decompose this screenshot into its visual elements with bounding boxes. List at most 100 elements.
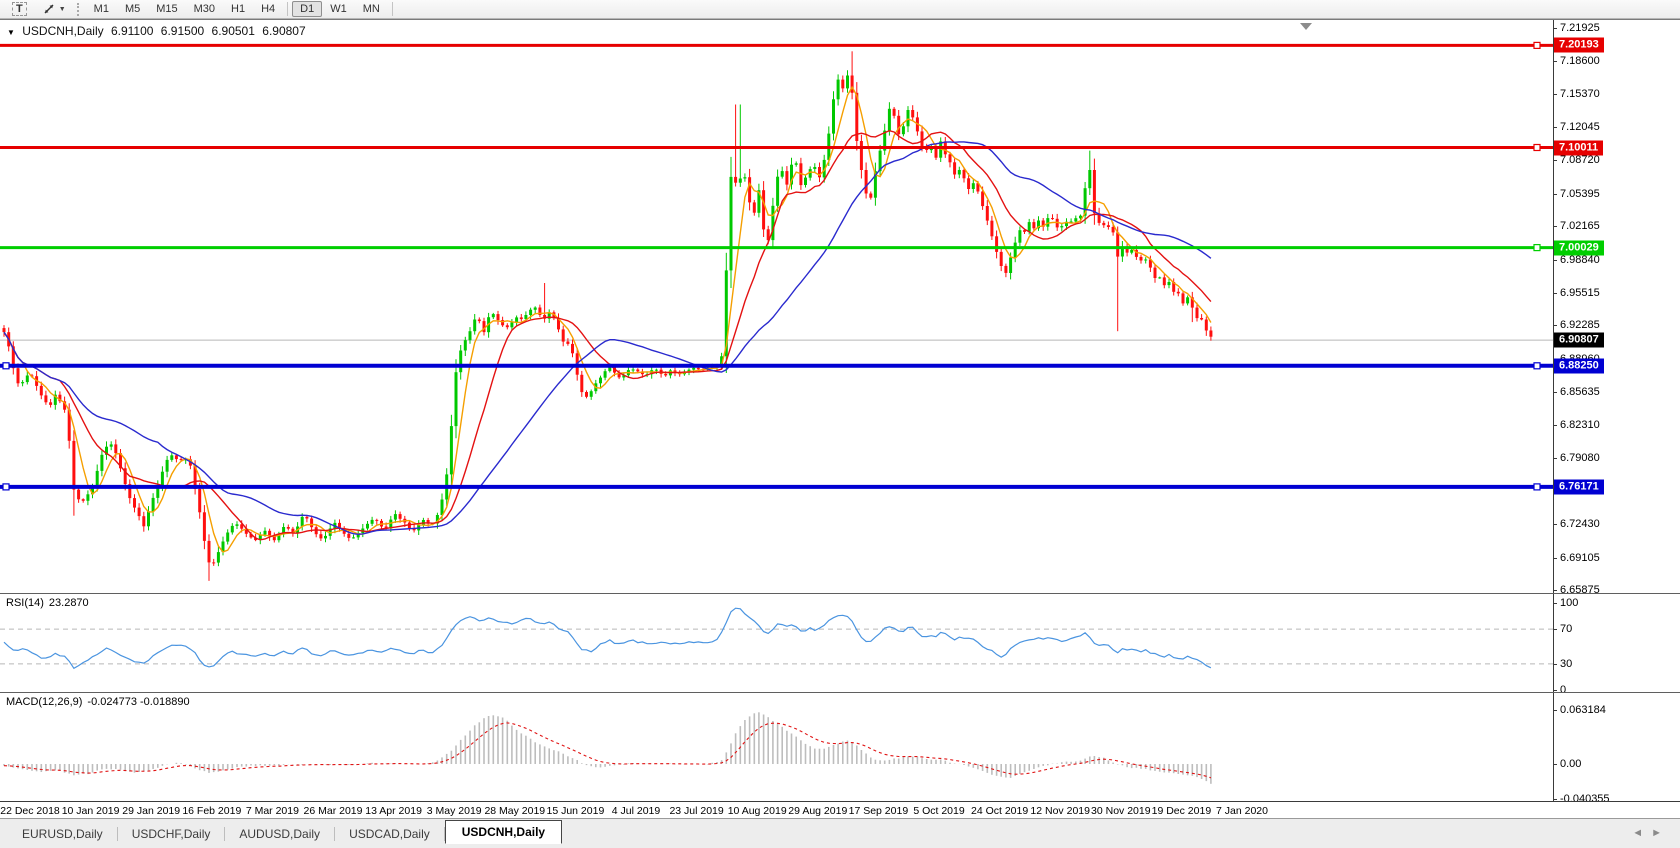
price-tick-label: 6.95515 <box>1553 287 1600 299</box>
hline-price-badge: 6.76171 <box>1554 479 1604 495</box>
price-tick-label: 7.05395 <box>1553 188 1600 200</box>
tab-scroll-left-icon[interactable]: ◄ <box>1632 827 1652 839</box>
toolbar-grip[interactable] <box>76 2 80 16</box>
date-label: 13 Apr 2019 <box>365 805 422 817</box>
date-label: 15 Jun 2019 <box>546 805 605 817</box>
timeframe-w1-button[interactable]: W1 <box>322 1 355 17</box>
hline-price-badge: 7.10011 <box>1554 140 1604 155</box>
price-tick-label: 6.82310 <box>1553 419 1600 431</box>
date-label: 7 Jan 2020 <box>1216 805 1268 817</box>
chart-header: ▼ USDCNH,Daily 6.91100 6.91500 6.90501 6… <box>7 24 310 38</box>
tab-separator <box>443 826 445 841</box>
hline-price-badge: 7.20193 <box>1554 37 1604 53</box>
price-tick-label: 7.15370 <box>1553 88 1600 100</box>
ohlc-close: 6.90807 <box>262 24 306 38</box>
price-chart-panel[interactable]: 7.21925 7.18600 7.15370 7.12045 7.08720 7.053… <box>0 20 1680 596</box>
current-price-badge: 6.90807 <box>1554 332 1604 348</box>
tab-label: EURUSD,Daily <box>22 826 103 841</box>
top-toolbar: T ▼ M1 M5 M15 M30 H1 H4 D1 W1 MN <box>0 0 1680 19</box>
price-tick-label: 7.12045 <box>1553 121 1600 133</box>
time-axis[interactable]: 22 Dec 2018 10 Jan 2019 29 Jan 2019 16 Feb … <box>0 801 1680 819</box>
rsi-tick-label: 30 <box>1553 658 1572 670</box>
date-label: 17 Sep 2019 <box>848 805 909 817</box>
rsi-indicator-name: RSI(14) <box>6 597 44 609</box>
price-tick-label: 7.02165 <box>1553 220 1600 232</box>
price-tick-label: 6.79080 <box>1553 452 1600 464</box>
arrows-tool-button[interactable]: ▼ <box>34 1 73 17</box>
tab-separator <box>224 826 226 841</box>
date-label: 23 Jul 2019 <box>669 805 724 817</box>
date-label: 29 Aug 2019 <box>788 805 848 817</box>
macd-axis-line[interactable] <box>1553 693 1554 801</box>
timeframe-mn-button[interactable]: MN <box>355 1 388 17</box>
price-tick-label: 7.21925 <box>1553 22 1600 34</box>
symbol-dropdown-caret-icon[interactable]: ▼ <box>7 28 15 37</box>
macd-panel[interactable]: 0.063184 0.00 -0.040355 MACD(12,26,9) -0.02… <box>0 692 1680 805</box>
rsi-chart[interactable] <box>0 594 1553 692</box>
date-label: 7 Mar 2019 <box>245 805 299 817</box>
timeframe-h1-button[interactable]: H1 <box>223 1 253 17</box>
rsi-caption: RSI(14) 23.2870 <box>6 597 94 609</box>
date-label: 30 Nov 2019 <box>1091 805 1151 817</box>
macd-indicator-name: MACD(12,26,9) <box>6 696 83 708</box>
date-label: 29 Jan 2019 <box>122 805 181 817</box>
ohlc-high: 6.91500 <box>160 24 205 38</box>
rsi-value: 23.2870 <box>48 597 89 609</box>
rsi-panel[interactable]: 100 70 30 0 RSI(14) 23.2870 <box>0 593 1680 696</box>
timeframe-m5-button[interactable]: M5 <box>117 1 148 17</box>
tab-label: USDCAD,Daily <box>349 826 430 841</box>
date-label: 16 Feb 2019 <box>182 805 242 817</box>
tab-usdcad-daily[interactable]: USDCAD,Daily <box>335 823 444 845</box>
timeframe-m30-button[interactable]: M30 <box>186 1 223 17</box>
tab-separator <box>116 826 118 841</box>
symbol-title: USDCNH,Daily <box>22 24 104 38</box>
rsi-tick-label: 100 <box>1553 597 1578 609</box>
toolbar-separator <box>391 2 393 16</box>
price-tick-label: 7.08720 <box>1553 154 1600 166</box>
macd-chart[interactable] <box>0 693 1553 801</box>
text-tool-icon: T <box>12 2 27 16</box>
chart-window: 7.21925 7.18600 7.15370 7.12045 7.08720 7.053… <box>0 19 1680 819</box>
timeframe-m1-button[interactable]: M1 <box>86 1 117 17</box>
rsi-axis-line[interactable] <box>1553 594 1554 692</box>
date-label: 10 Aug 2019 <box>727 805 787 817</box>
tab-usdcnh-daily[interactable]: USDCNH,Daily <box>444 820 563 844</box>
date-label: 3 May 2019 <box>426 805 482 817</box>
toolbar-separator <box>287 2 289 16</box>
timeframe-m15-button[interactable]: M15 <box>148 1 185 17</box>
macd-tick-label: 0.00 <box>1553 758 1581 770</box>
diagonal-arrows-icon <box>44 4 54 14</box>
chart-shift-marker-icon[interactable] <box>1300 23 1312 30</box>
date-label: 5 Oct 2019 <box>913 805 965 817</box>
price-tick-label: 6.72430 <box>1553 518 1600 530</box>
price-tick-label: 6.98840 <box>1553 254 1600 266</box>
candlestick-chart[interactable] <box>0 20 1553 593</box>
timeframe-h4-button[interactable]: H4 <box>253 1 283 17</box>
date-label: 19 Dec 2019 <box>1151 805 1212 817</box>
price-tick-label: 7.18600 <box>1553 55 1600 67</box>
date-label: 24 Oct 2019 <box>970 805 1029 817</box>
rsi-tick-label: 70 <box>1553 623 1572 635</box>
text-tool-button[interactable]: T <box>5 1 34 17</box>
macd-caption: MACD(12,26,9) -0.024773 -0.018890 <box>6 696 195 708</box>
hline-price-badge: 7.00029 <box>1554 240 1604 256</box>
tab-label: USDCHF,Daily <box>131 826 211 841</box>
tab-scroll-arrows: ◄► <box>1632 827 1670 839</box>
tab-audusd-daily[interactable]: AUDUSD,Daily <box>225 823 334 845</box>
macd-values: -0.024773 -0.018890 <box>87 696 190 708</box>
tab-scroll-right-icon[interactable]: ► <box>1651 827 1670 839</box>
date-label: 26 Mar 2019 <box>303 805 363 817</box>
ohlc-open: 6.91100 <box>110 24 154 38</box>
tab-eurusd-daily[interactable]: EURUSD,Daily <box>8 823 117 845</box>
chart-tab-bar: EURUSD,Daily USDCHF,Daily AUDUSD,Daily U… <box>0 818 1680 848</box>
date-label: 28 May 2019 <box>484 805 546 817</box>
ohlc-low: 6.90501 <box>211 24 255 38</box>
price-tick-label: 6.85635 <box>1553 386 1600 398</box>
tab-usdchf-daily[interactable]: USDCHF,Daily <box>118 823 225 845</box>
price-tick-label: 6.92285 <box>1553 319 1600 331</box>
hline-price-badge: 6.88250 <box>1554 358 1604 374</box>
timeframe-d1-button[interactable]: D1 <box>292 1 323 17</box>
price-axis-line[interactable] <box>1553 20 1554 593</box>
price-tick-label: 6.69105 <box>1553 552 1600 564</box>
date-label: 22 Dec 2018 <box>0 805 60 817</box>
